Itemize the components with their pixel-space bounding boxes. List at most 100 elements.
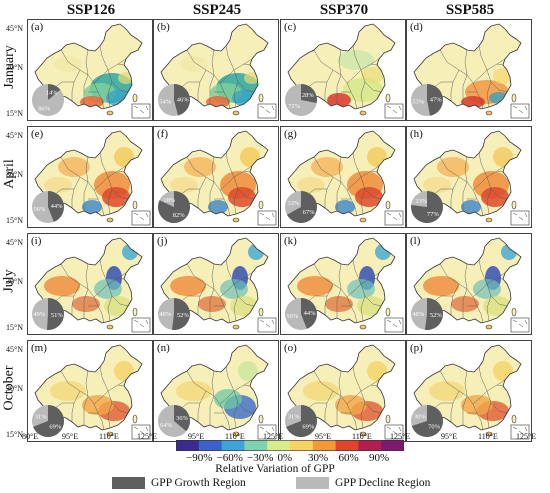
growth-decline-pie: 51% 49% bbox=[32, 298, 64, 330]
growth-decline-pie: 52% 48% bbox=[411, 298, 443, 330]
panel-label: (i) bbox=[31, 235, 42, 247]
pie-decline-label: 31% bbox=[288, 414, 301, 421]
panel-label: (j) bbox=[157, 235, 168, 247]
growth-decline-pie: 70%30% bbox=[411, 405, 443, 437]
colorbar-segment bbox=[290, 440, 314, 451]
panel-label: (h) bbox=[410, 128, 423, 140]
pie-growth-slice bbox=[48, 191, 64, 222]
panel-label: (d) bbox=[410, 21, 423, 33]
column-header-ssp585: SSP585 bbox=[445, 2, 495, 18]
panel-label: (c) bbox=[284, 21, 297, 33]
panel-label: (n) bbox=[157, 342, 170, 354]
pie-growth-slice bbox=[46, 298, 64, 330]
china-map: 70%30% bbox=[411, 344, 530, 440]
colorbar-tick: 60% bbox=[338, 452, 359, 464]
pie-growth-label: 36% bbox=[176, 415, 189, 422]
growth-decline-pie: 52% 48% bbox=[158, 298, 190, 330]
pie-decline-label: 56% bbox=[33, 206, 46, 213]
colorbar-segment bbox=[267, 440, 291, 451]
china-map: 51% 49% bbox=[32, 237, 151, 333]
column-header-ssp126: SSP126 bbox=[66, 2, 116, 18]
lat-label: 45°N bbox=[6, 24, 23, 33]
lon-label: 125°E bbox=[137, 432, 158, 441]
pie-decline-label: 48% bbox=[412, 311, 425, 318]
pie-decline-label: 48% bbox=[159, 311, 172, 318]
pie-growth-slice bbox=[33, 405, 64, 437]
legend-growth-swatch bbox=[112, 477, 145, 489]
pie-decline-label: 23% bbox=[415, 198, 428, 205]
legend-growth: GPP Growth Region bbox=[112, 477, 246, 489]
lat-label: 30°N bbox=[6, 63, 23, 72]
map-panel-d: 47% 53% (d) bbox=[406, 19, 532, 121]
pie-decline-label: 56% bbox=[286, 313, 299, 320]
pie-growth-slice bbox=[286, 191, 317, 223]
panel-label: (p) bbox=[410, 342, 423, 354]
pie-decline-label: 53% bbox=[412, 98, 425, 105]
lat-label: 30°N bbox=[6, 277, 23, 286]
lat-label: 45°N bbox=[6, 131, 23, 140]
pie-decline-label: 64% bbox=[160, 422, 173, 429]
pie-growth-label: 44% bbox=[51, 203, 64, 210]
pie-growth-label: 82% bbox=[173, 212, 186, 219]
pie-growth-label: 77% bbox=[427, 211, 440, 218]
pie-growth-label: 44% bbox=[304, 310, 317, 317]
colorbar-tick: −60% bbox=[216, 452, 243, 464]
pie-growth-slice bbox=[411, 405, 443, 437]
panel-label: (l) bbox=[410, 235, 421, 247]
growth-decline-pie: 69%31% bbox=[32, 405, 64, 437]
colorbar-segment bbox=[244, 440, 268, 451]
china-map: 14% 86% bbox=[32, 23, 151, 119]
growth-decline-pie: 82% 18% bbox=[158, 191, 190, 223]
pie-growth-slice bbox=[158, 191, 190, 223]
map-panel-i: 51% 49% (i) bbox=[27, 233, 153, 335]
colorbar-segment bbox=[221, 440, 245, 451]
map-panel-o: 69% 31% (o) bbox=[280, 340, 406, 442]
pie-growth-slice bbox=[286, 405, 317, 437]
pie-growth-label: 14% bbox=[46, 90, 59, 97]
pie-growth-slice bbox=[427, 84, 443, 116]
china-map: 69%31% bbox=[285, 344, 404, 440]
pie-growth-label: 51% bbox=[51, 312, 64, 319]
china-map: 28%72% bbox=[285, 23, 404, 119]
colorbar-segment bbox=[335, 440, 359, 451]
china-map: 46% 54% bbox=[158, 23, 277, 119]
pie-growth-slice bbox=[48, 84, 61, 100]
panel-label: (m) bbox=[31, 342, 47, 354]
lon-label: 125°E bbox=[516, 432, 537, 441]
pie-growth-label: 70% bbox=[428, 424, 441, 431]
colorbar-segment bbox=[312, 440, 337, 451]
lat-label: 15°N bbox=[6, 109, 23, 118]
panel-label: (k) bbox=[284, 235, 297, 247]
legend-decline: GPP Decline Region bbox=[296, 477, 430, 489]
colorbar-segment bbox=[176, 440, 200, 451]
map-panel-l: 52% 48% (l) bbox=[406, 233, 532, 335]
pie-decline-label: 31% bbox=[35, 414, 48, 421]
panel-label: (o) bbox=[284, 342, 297, 354]
panel-label: (f) bbox=[157, 128, 168, 140]
china-map: 44% 56% bbox=[285, 237, 404, 333]
panel-label: (b) bbox=[157, 21, 170, 33]
pie-decline-label: 33% bbox=[287, 200, 300, 207]
lon-label: 95°E bbox=[62, 432, 79, 441]
map-panel-p: 70% 30% (p) bbox=[406, 340, 532, 442]
lat-label: 30°N bbox=[6, 170, 23, 179]
growth-decline-pie: 44% 56% bbox=[32, 191, 64, 223]
growth-decline-pie: 28%72% bbox=[285, 84, 317, 116]
growth-decline-pie: 69%31% bbox=[285, 405, 317, 437]
pie-growth-slice bbox=[301, 84, 317, 103]
panel-label: (a) bbox=[31, 21, 44, 33]
china-map: 67%33% bbox=[285, 130, 404, 226]
lat-label: 30°N bbox=[6, 384, 23, 393]
growth-decline-pie: 44% 56% bbox=[285, 298, 317, 330]
china-map: 52% 48% bbox=[158, 237, 277, 333]
pie-growth-slice bbox=[171, 298, 190, 330]
colorbar-title: Relative Variation of GPP bbox=[215, 463, 335, 475]
map-panel-k: 44% 56% (k) bbox=[280, 233, 406, 335]
pie-decline-label: 72% bbox=[288, 103, 301, 110]
colorbar-tick: −30% bbox=[247, 452, 274, 464]
colorbar-segment bbox=[381, 440, 404, 451]
lat-label: 15°N bbox=[6, 430, 23, 439]
china-map: 44% 56% bbox=[32, 130, 151, 226]
map-panel-c: 28% 72% (c) bbox=[280, 19, 406, 121]
pie-decline-label: 30% bbox=[414, 413, 427, 420]
